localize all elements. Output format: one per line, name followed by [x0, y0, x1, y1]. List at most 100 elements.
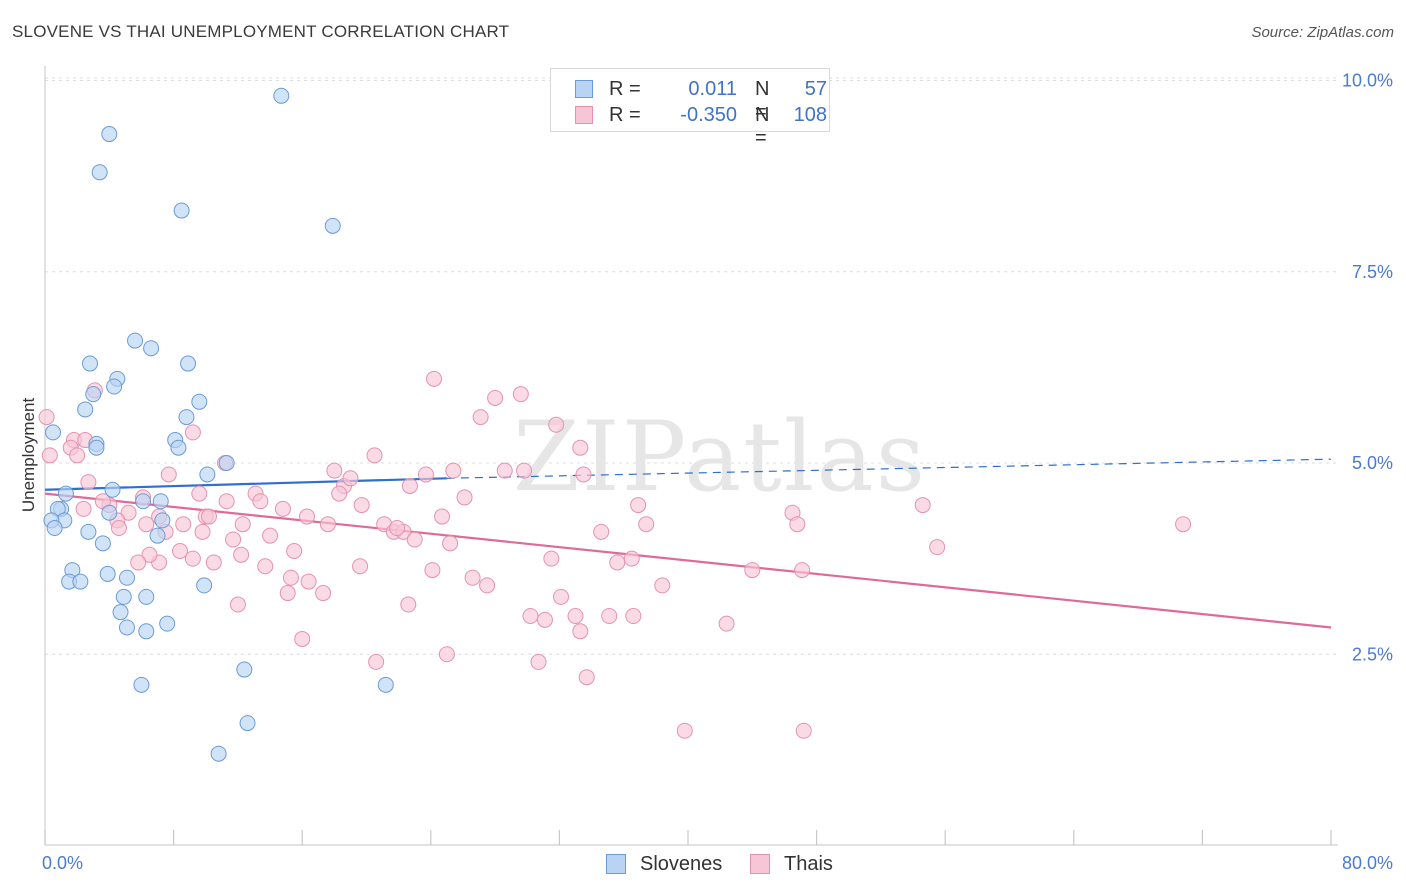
thais-point: [120, 504, 137, 521]
slovenes-point: [77, 401, 94, 418]
slovenes-point: [127, 332, 144, 349]
thais-point: [233, 546, 250, 563]
thais-point: [536, 611, 553, 628]
thais-point: [445, 462, 462, 479]
thais-point: [406, 531, 423, 548]
slovenes-point: [72, 573, 89, 590]
slovenes-point: [91, 164, 108, 181]
slovenes-point: [82, 355, 99, 372]
slovenes-point: [101, 504, 118, 521]
thais-point: [400, 596, 417, 613]
thais-point: [286, 542, 303, 559]
slovenes-point: [199, 466, 216, 483]
slovenes-point: [106, 378, 123, 395]
slovenes-point: [273, 87, 290, 104]
thais-point: [194, 523, 211, 540]
thais-point: [522, 608, 539, 624]
thais-point: [914, 497, 931, 514]
thais-point: [315, 585, 332, 602]
thais-point: [1175, 516, 1192, 533]
correlation-legend: R = 0.011 N = 57 R = -0.350 N = 108: [550, 68, 830, 149]
slovenes-point: [46, 520, 63, 537]
thais-point: [41, 447, 58, 464]
slovenes-point: [118, 619, 135, 636]
thais-point: [75, 500, 92, 517]
thais-point: [530, 653, 547, 670]
thais-point: [789, 516, 806, 533]
thais-point: [609, 554, 626, 571]
thais-point: [353, 497, 370, 514]
thais-point: [80, 474, 97, 491]
slovenes-point: [170, 439, 187, 456]
slovenes-swatch: [575, 80, 593, 98]
slovenes-point: [196, 577, 213, 594]
slovenes-point: [178, 409, 195, 426]
legend-r-label: R =: [609, 78, 641, 100]
thais-point: [130, 554, 147, 571]
thais-point: [442, 535, 459, 552]
chart-title: SLOVENE VS THAI UNEMPLOYMENT CORRELATION…: [12, 22, 510, 41]
thais-point: [366, 447, 383, 464]
legend-label-thais: Thais: [784, 853, 833, 875]
slovenes-legend-swatch: [606, 854, 626, 874]
series-legend: Slovenes Thais: [0, 852, 1406, 878]
thais-point: [191, 485, 208, 502]
thais-point: [200, 508, 217, 525]
legend-label-slovenes: Slovenes: [640, 853, 723, 875]
thais-point: [110, 520, 127, 537]
thais-point: [172, 542, 189, 559]
thais-point: [516, 462, 533, 479]
x-tick-label: 0.0%: [42, 853, 83, 873]
slovenes-point: [173, 202, 190, 219]
y-tick-label: 5.0%: [1352, 453, 1393, 473]
y-tick-label: 2.5%: [1352, 644, 1393, 664]
thais-swatch: [575, 106, 593, 124]
slovenes-point: [80, 523, 97, 540]
thais-point: [630, 497, 647, 514]
slovenes-point: [99, 565, 116, 582]
slovenes-point: [152, 493, 169, 510]
slovenes-point: [112, 604, 129, 621]
thais-point: [401, 477, 418, 494]
slovenes-point: [101, 126, 118, 143]
thais-point: [205, 554, 222, 571]
thais-point: [252, 493, 269, 510]
thais-point: [578, 669, 595, 686]
thais-point: [184, 424, 201, 441]
thais-point: [141, 546, 158, 563]
slovenes-point: [324, 217, 341, 234]
chart-source: Source: ZipAtlas.com: [1251, 24, 1394, 41]
thais-point: [160, 466, 177, 483]
thais-point: [38, 409, 55, 426]
legend-n-value: 57: [804, 78, 827, 100]
thais-point: [294, 630, 311, 647]
slovenes-point: [88, 439, 105, 456]
slovenes-point: [104, 481, 121, 498]
thais-point: [229, 596, 246, 613]
legend-r-value: -0.350: [680, 104, 737, 126]
thais-point: [464, 569, 481, 586]
slovenes-point: [118, 569, 135, 586]
y-tick-label: 7.5%: [1352, 262, 1393, 282]
thais-point: [342, 470, 359, 487]
legend-n-value: 108: [793, 104, 827, 126]
thais-point: [479, 577, 496, 594]
thais-point: [438, 646, 455, 663]
slovenes-point: [85, 386, 102, 403]
slovenes-point: [218, 455, 235, 471]
thais-point: [575, 466, 592, 483]
thais-point: [279, 585, 296, 602]
slovenes-point: [149, 527, 166, 544]
thais-point: [274, 500, 291, 517]
slovenes-point: [236, 661, 253, 678]
thais-point: [625, 608, 642, 624]
slovenes-point: [135, 493, 152, 510]
thais-point: [601, 608, 618, 624]
watermark: ZIPatlas: [513, 401, 927, 513]
slovenes-point: [377, 676, 394, 693]
thais-point: [676, 722, 693, 739]
thais-point: [487, 389, 504, 406]
slovenes-point: [138, 588, 155, 605]
thais-point: [434, 508, 451, 525]
